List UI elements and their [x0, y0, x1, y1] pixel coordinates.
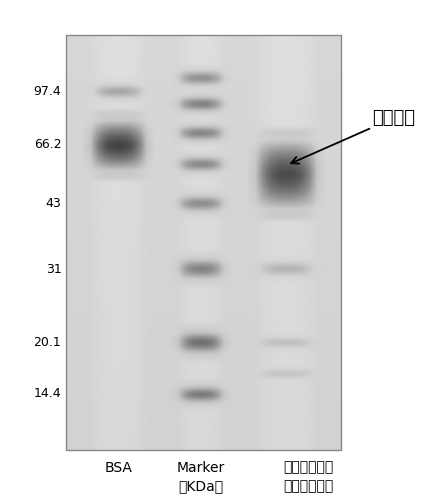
Text: Marker: Marker: [177, 460, 225, 474]
Text: 样品主带: 样品主带: [291, 109, 415, 164]
Text: 31: 31: [46, 263, 61, 276]
Text: 20.1: 20.1: [33, 336, 61, 348]
Text: 97.4: 97.4: [33, 84, 61, 98]
Text: 尿激酶原原液: 尿激酶原原液: [284, 479, 334, 493]
Text: 注射用重组人: 注射用重组人: [284, 460, 334, 474]
Text: （KDa）: （KDa）: [179, 479, 223, 493]
Bar: [66, 35, 341, 450]
Text: 43: 43: [46, 196, 61, 209]
Text: BSA: BSA: [104, 460, 132, 474]
Text: 14.4: 14.4: [34, 388, 61, 400]
Text: 66.2: 66.2: [34, 138, 61, 151]
